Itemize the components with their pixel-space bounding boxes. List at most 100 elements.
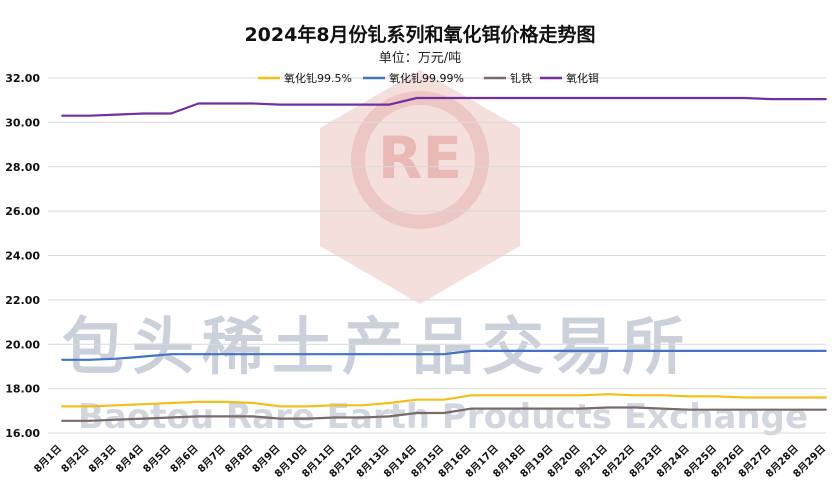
watermark-name-cn: 包头稀土产品交易所 <box>62 310 692 383</box>
data-point <box>715 97 718 99</box>
y-axis: 16.00 18.00 20.00 22.00 24.00 26.00 28.00 30.00… <box>5 72 40 440</box>
data-point <box>661 97 664 99</box>
data-point <box>333 404 336 407</box>
data-point <box>170 353 173 356</box>
data-point <box>497 394 500 397</box>
data-point <box>443 97 445 99</box>
data-point <box>470 97 473 99</box>
data-point <box>88 419 91 422</box>
data-point <box>606 97 609 99</box>
data-point <box>770 350 773 352</box>
data-point <box>142 112 145 115</box>
data-point <box>743 408 746 411</box>
data-point <box>743 396 746 399</box>
data-point <box>306 353 309 356</box>
data-point <box>252 102 254 105</box>
data-point <box>688 395 691 398</box>
legend-label: 氧化铒 <box>566 71 599 85</box>
data-point <box>88 114 91 117</box>
data-point <box>197 102 200 105</box>
data-point <box>197 401 200 403</box>
data-point <box>115 404 118 407</box>
data-point <box>715 408 718 411</box>
data-point <box>333 103 336 106</box>
data-point <box>415 412 418 414</box>
data-point <box>306 405 309 408</box>
data-point <box>743 97 746 99</box>
legend: 氧化钆99.5% 氧化钆99.99% 钆铁 氧化铒 <box>258 71 599 85</box>
data-point <box>770 408 773 411</box>
data-point <box>443 398 445 401</box>
data-point <box>606 406 609 409</box>
data-point <box>715 395 718 398</box>
data-point <box>579 350 582 352</box>
data-point <box>634 97 636 99</box>
data-point <box>361 353 364 356</box>
data-point <box>579 407 582 410</box>
data-point <box>552 407 555 410</box>
data-point <box>606 350 609 352</box>
data-point <box>579 97 582 99</box>
data-point <box>279 405 282 408</box>
data-point <box>115 418 118 421</box>
data-point <box>552 350 555 352</box>
data-point <box>252 415 254 418</box>
data-point <box>524 97 527 99</box>
data-point <box>770 396 773 399</box>
data-point <box>443 412 445 414</box>
data-point <box>224 415 227 418</box>
data-point <box>252 353 254 356</box>
data-point <box>579 394 582 397</box>
data-point <box>415 353 418 356</box>
legend-label: 钆铁 <box>510 72 532 85</box>
data-point <box>361 416 364 419</box>
series-lines <box>61 96 827 422</box>
data-point <box>142 417 145 420</box>
data-point <box>688 408 691 411</box>
data-point <box>115 357 118 360</box>
data-point <box>688 350 691 352</box>
watermark-logo-text: RE <box>378 124 462 192</box>
data-point <box>552 394 555 397</box>
data-point <box>142 403 145 406</box>
data-point <box>361 103 364 106</box>
data-point <box>634 394 636 397</box>
data-point <box>661 350 664 352</box>
chart-title: 2024年8月份钆系列和氧化铒价格走势图 <box>244 23 595 46</box>
data-point <box>279 417 282 420</box>
data-point <box>61 405 63 408</box>
data-point <box>797 396 800 399</box>
y-tick-label: 20.00 <box>5 338 40 351</box>
y-tick-label: 26.00 <box>5 205 40 218</box>
data-point <box>333 353 336 356</box>
data-point <box>470 407 473 410</box>
data-point <box>797 98 800 100</box>
data-point <box>524 407 527 410</box>
data-point <box>470 394 473 397</box>
data-point <box>170 402 173 404</box>
data-point <box>306 417 309 420</box>
data-point <box>661 407 664 410</box>
data-point <box>524 394 527 397</box>
y-tick-label: 22.00 <box>5 294 40 307</box>
y-tick-label: 24.00 <box>5 250 40 263</box>
data-point <box>88 405 91 408</box>
data-point <box>743 350 746 352</box>
data-point <box>306 103 309 106</box>
watermark-logo-hexagon <box>320 70 520 304</box>
data-point <box>825 350 827 352</box>
legend-label: 氧化钆99.5% <box>284 71 352 85</box>
y-tick-label: 32.00 <box>5 72 40 85</box>
data-point <box>142 355 145 358</box>
y-tick-label: 28.00 <box>5 161 40 174</box>
data-point <box>715 350 718 352</box>
data-point <box>825 396 827 399</box>
data-point <box>497 350 500 352</box>
data-point <box>388 402 391 404</box>
data-point <box>552 97 555 99</box>
data-point <box>170 112 173 115</box>
data-point <box>524 350 527 352</box>
data-point <box>797 350 800 352</box>
data-point <box>333 416 336 419</box>
